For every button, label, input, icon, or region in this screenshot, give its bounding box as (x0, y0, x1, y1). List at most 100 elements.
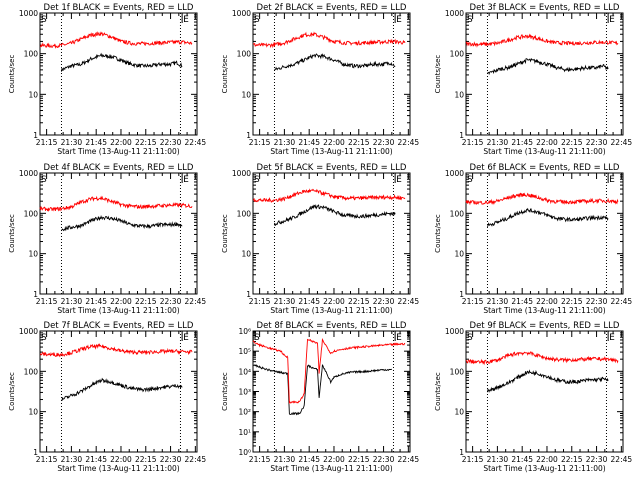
x-tick-label: 22:30 (373, 455, 395, 464)
x-tick-label: 21:30 (274, 297, 296, 306)
x-tick-label: 21:45 (511, 138, 533, 147)
y-tick-label: 10 (454, 408, 464, 417)
x-tick-label: 21:15 (462, 138, 484, 147)
y-tick-label: 10 (454, 250, 464, 259)
y-tick-label: 100 (450, 50, 465, 59)
lld-series-line (465, 192, 619, 206)
x-tick-label: 22:00 (323, 455, 345, 464)
y-tick-label: 1 (459, 131, 464, 140)
marker-label-E: E (609, 175, 615, 185)
panel-2: Det 2f BLACK = Events, RED = LLD 1 10 100 10… (221, 3, 419, 156)
x-tick-label: 22:15 (348, 138, 370, 147)
x-tick-label: 22:30 (160, 138, 182, 147)
marker-label-E: E (183, 175, 189, 185)
x-tick-label: 22:15 (135, 297, 157, 306)
events-series-line (274, 53, 396, 71)
plot-frame (39, 172, 198, 295)
x-axis-label: Start Time (13-Aug-11 21:11:00) (270, 464, 392, 473)
y-tick-label: 1 (33, 131, 38, 140)
x-tick-label: 22:45 (398, 138, 420, 147)
x-tick-label: 21:45 (298, 297, 320, 306)
x-tick-label: 21:15 (249, 455, 271, 464)
x-tick-label: 21:15 (462, 455, 484, 464)
x-tick-label: 21:15 (36, 138, 58, 147)
lld-series-line (39, 343, 193, 358)
x-tick-label: 21:30 (274, 138, 296, 147)
y-axis-label: Counts/sec (434, 214, 442, 253)
x-tick-label: 21:15 (462, 297, 484, 306)
y-tick-label: 1000 (232, 169, 251, 178)
x-tick-label: 22:45 (611, 455, 633, 464)
x-tick-label: 21:45 (298, 138, 320, 147)
marker-label-S: S (467, 333, 473, 343)
x-tick-label: 22:30 (586, 297, 608, 306)
events-series-line (61, 377, 183, 402)
y-tick-label: 100 (237, 50, 252, 59)
marker-label-S: S (41, 175, 47, 185)
x-tick-label: 22:00 (323, 138, 345, 147)
x-tick-label: 22:30 (586, 138, 608, 147)
x-tick-label: 22:45 (611, 138, 633, 147)
x-axis-label: Start Time (13-Aug-11 21:11:00) (57, 147, 179, 156)
panel-title: Det 1f BLACK = Events, RED = LLD (44, 3, 194, 13)
x-axis-label: Start Time (13-Aug-11 21:11:00) (483, 147, 605, 156)
x-tick-label: 22:45 (185, 455, 207, 464)
lld-series-line (252, 338, 406, 405)
x-tick-label: 22:00 (323, 297, 345, 306)
x-tick-label: 21:15 (249, 297, 271, 306)
lld-series-line (39, 31, 193, 49)
x-tick-label: 21:45 (511, 297, 533, 306)
lld-series-line (252, 31, 406, 49)
events-series-line (487, 207, 609, 228)
y-tick-label: 10 (241, 90, 251, 99)
y-tick-label: 10⁰ (238, 448, 251, 457)
y-tick-label: 10³ (238, 388, 251, 397)
y-tick-label: 10⁵ (238, 347, 251, 356)
x-tick-label: 22:30 (373, 138, 395, 147)
y-axis-label: Counts/sec (221, 372, 229, 411)
events-series-line (274, 203, 396, 226)
y-tick-label: 10⁴ (238, 367, 251, 376)
panel-title: Det 9f BLACK = Events, RED = LLD (470, 321, 620, 331)
events-series-line (487, 58, 609, 76)
y-tick-label: 1 (459, 448, 464, 457)
y-tick-label: 100 (24, 50, 39, 59)
panel-title: Det 5f BLACK = Events, RED = LLD (257, 163, 407, 173)
x-tick-label: 22:15 (561, 138, 583, 147)
marker-label-S: S (254, 15, 260, 25)
panel-4: Det 4f BLACK = Events, RED = LLD 1 10 100 10… (8, 163, 206, 315)
lld-series-line (465, 351, 619, 366)
y-tick-label: 1 (33, 290, 38, 299)
panel-title: Det 8f BLACK = Events, RED = LLD (257, 321, 407, 331)
x-tick-label: 22:15 (561, 455, 583, 464)
x-tick-label: 21:45 (511, 455, 533, 464)
x-tick-label: 22:30 (160, 455, 182, 464)
panel-title: Det 4f BLACK = Events, RED = LLD (44, 163, 194, 173)
x-tick-label: 22:45 (185, 297, 207, 306)
y-axis-label: Counts/sec (221, 55, 229, 94)
events-series-line (61, 52, 183, 72)
x-tick-label: 21:30 (274, 455, 296, 464)
x-tick-label: 21:30 (61, 138, 83, 147)
x-tick-label: 22:15 (561, 297, 583, 306)
x-tick-label: 21:30 (61, 297, 83, 306)
x-axis-label: Start Time (13-Aug-11 21:11:00) (270, 306, 392, 315)
y-axis-label: Counts/sec (8, 372, 16, 411)
x-axis-label: Start Time (13-Aug-11 21:11:00) (57, 306, 179, 315)
y-tick-label: 100 (450, 209, 465, 218)
events-series-line (487, 369, 609, 393)
y-tick-label: 10 (28, 250, 38, 259)
lld-series-line (252, 188, 406, 203)
x-tick-label: 21:30 (487, 138, 509, 147)
marker-label-E: E (183, 333, 189, 343)
x-axis-label: Start Time (13-Aug-11 21:11:00) (270, 147, 392, 156)
panel-7: Det 7f BLACK = Events, RED = LLD 1 10 100 10… (8, 321, 206, 473)
plot-frame (465, 12, 624, 136)
x-tick-label: 21:45 (85, 138, 107, 147)
y-tick-label: 100 (237, 209, 252, 218)
marker-label-S: S (254, 175, 260, 185)
y-tick-label: 1 (33, 448, 38, 457)
x-tick-label: 21:45 (298, 455, 320, 464)
y-axis-label: Counts/sec (221, 214, 229, 253)
